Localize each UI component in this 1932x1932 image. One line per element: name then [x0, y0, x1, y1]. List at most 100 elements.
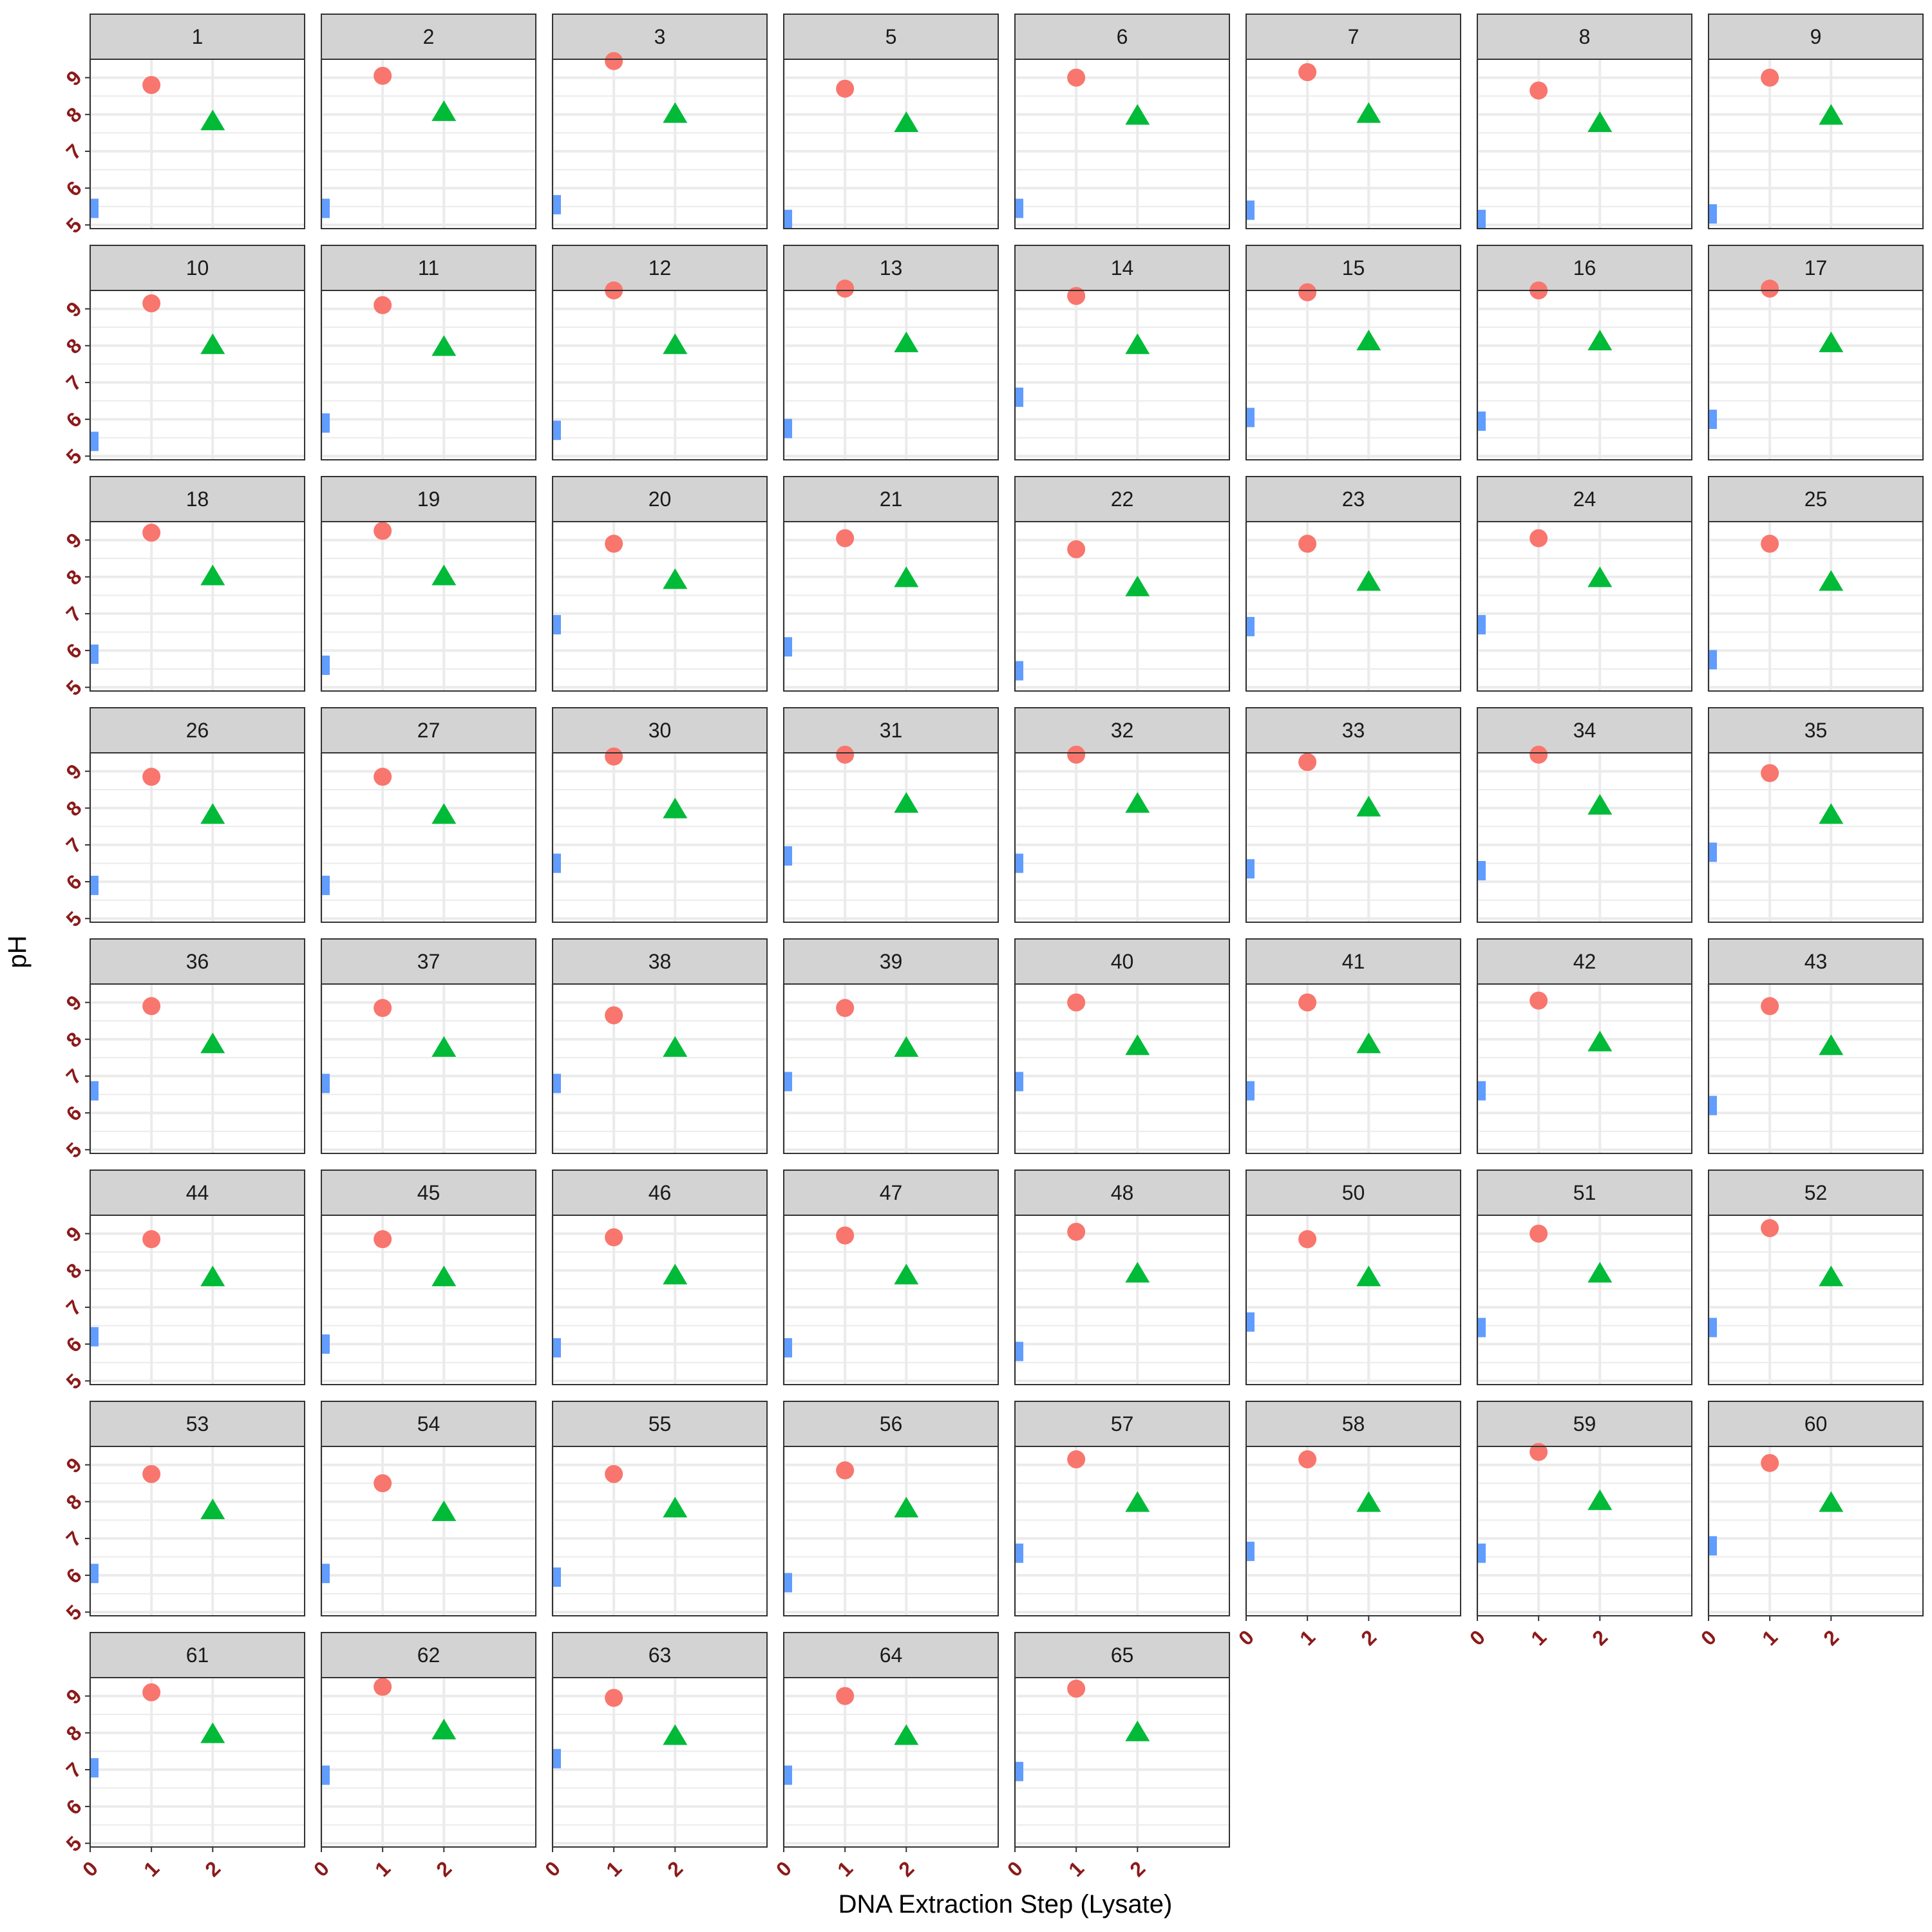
panel-background [321, 984, 536, 1153]
step2-triangle [894, 1724, 919, 1745]
step2-triangle [1356, 330, 1381, 351]
step2-triangle [1587, 111, 1613, 133]
step0-bar-mark [90, 431, 99, 451]
step1-point [836, 745, 855, 764]
facet-strip [1245, 476, 1461, 522]
facet-strip [90, 476, 305, 522]
panel-border [783, 290, 999, 460]
facet-strip [552, 1632, 768, 1678]
step2-triangle [431, 1265, 457, 1287]
facet-panel: 2 [320, 14, 536, 229]
facet-panel: 13 [782, 245, 999, 460]
facet-panel: 60 0 1 2 [1696, 1401, 1924, 1650]
panel-border [552, 290, 768, 460]
step1-point [374, 768, 392, 786]
step2-triangle [1356, 102, 1381, 123]
facet-label: 64 [880, 1643, 903, 1667]
panel-border [90, 752, 305, 923]
panel-background [784, 290, 998, 460]
step2-triangle [1125, 792, 1150, 813]
facet-panel: 63 0 1 2 [540, 1632, 768, 1881]
panel-background [1477, 59, 1692, 229]
y-tick-label: 6 [62, 639, 86, 663]
y-tick-label: 8 [62, 1490, 86, 1514]
x-tick-label: 1 [139, 1857, 164, 1881]
panel-background [321, 290, 536, 460]
step1-point [1298, 283, 1317, 301]
step2-triangle [431, 100, 457, 121]
facet-strip [783, 476, 999, 522]
panel-background [321, 1678, 536, 1847]
facet-panel: 46 [551, 1170, 768, 1385]
panel-background [1709, 753, 1923, 922]
step2-triangle [200, 1265, 225, 1287]
facet-panel: 25 [1707, 476, 1924, 692]
facet-label: 57 [1111, 1412, 1134, 1435]
facet-strip [1708, 14, 1924, 60]
step1-point [1298, 535, 1317, 553]
facet-panel: 8 [1476, 14, 1692, 229]
panel-border [1708, 1215, 1924, 1385]
step1-point [1761, 997, 1779, 1016]
step1-point [605, 535, 623, 553]
step1-point [1761, 764, 1779, 782]
step1-point [142, 294, 161, 313]
x-tick-label: 1 [833, 1857, 857, 1881]
panel-background [1709, 1446, 1923, 1616]
facet-panel: 6 [1014, 14, 1230, 229]
facet-strip [1477, 245, 1692, 291]
panel-background [1246, 984, 1461, 1153]
facet-panel: 7 [1245, 14, 1461, 229]
y-tick-label: 9 [62, 66, 86, 90]
facet-strip [321, 938, 536, 985]
panel-border [1708, 521, 1924, 692]
x-tick-label: 0 [1003, 1857, 1027, 1881]
panel-background [1246, 522, 1461, 691]
facet-strip [1245, 245, 1461, 291]
facet-label: 48 [1111, 1181, 1134, 1204]
facet-panel: 22 [1014, 476, 1230, 692]
panel-border [1014, 752, 1230, 923]
panel-border [90, 59, 305, 229]
facet-label: 11 [418, 256, 439, 279]
facet-strip [90, 1632, 305, 1678]
panel-background [1015, 753, 1229, 922]
panel-background [321, 59, 536, 229]
facet-label: 31 [880, 719, 903, 742]
panel-border [1014, 1446, 1230, 1616]
panel-background [1709, 290, 1923, 460]
step2-triangle [200, 1499, 225, 1520]
step1-point [836, 1687, 855, 1705]
step0-bar-mark [783, 637, 792, 657]
x-tick-label: 2 [1125, 1857, 1150, 1881]
panel-background [784, 1446, 998, 1616]
step0-bar-mark [1245, 616, 1255, 636]
panel-background [784, 1215, 998, 1385]
step2-triangle [431, 564, 457, 585]
facet-panel: 35 [1707, 707, 1924, 923]
panel-border [783, 1677, 999, 1848]
step2-triangle [431, 1036, 457, 1057]
y-tick-label: 9 [62, 990, 86, 1015]
facet-strip [321, 476, 536, 522]
facet-strip [321, 707, 536, 753]
step1-point [1761, 1219, 1779, 1238]
y-tick-label: 5 [62, 1369, 86, 1394]
step2-triangle [1356, 570, 1381, 591]
facet-strip [552, 707, 768, 753]
step0-bar-mark [783, 1072, 792, 1092]
step2-triangle [1356, 795, 1381, 817]
facet-label: 21 [880, 488, 903, 511]
facet-panel: 16 [1476, 245, 1692, 460]
step0-bar-mark [552, 1074, 561, 1094]
y-tick-label: 5 [62, 444, 86, 469]
panel-border [783, 752, 999, 923]
panel-border [783, 521, 999, 692]
facet-panel: 3 [551, 14, 768, 229]
facet-panel: 15 [1245, 245, 1461, 460]
step2-triangle [894, 111, 919, 133]
facet-label: 18 [186, 488, 209, 511]
facet-strip [90, 707, 305, 753]
x-tick-label: 2 [663, 1857, 687, 1881]
step2-triangle [1819, 331, 1844, 352]
